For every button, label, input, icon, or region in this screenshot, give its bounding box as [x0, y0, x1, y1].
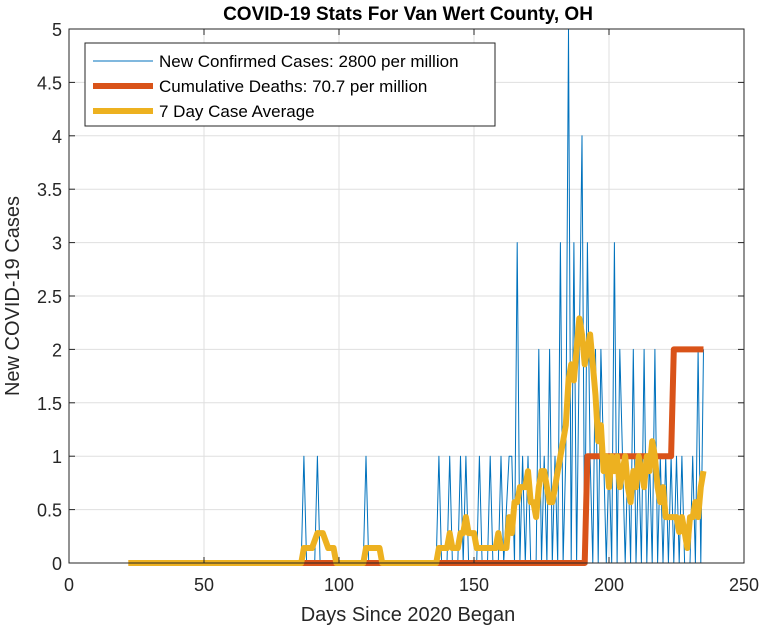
- chart-title: COVID-19 Stats For Van Wert County, OH: [223, 4, 593, 25]
- series-new-confirmed-cases: [128, 28, 704, 564]
- y-tick-label: 2.5: [37, 287, 62, 307]
- y-tick-label: 3: [52, 234, 62, 254]
- legend-box: [84, 42, 496, 127]
- series-7-day-average: [128, 315, 707, 566]
- x-axis-label: Days Since 2020 Began: [301, 604, 516, 626]
- legend-label-cumulative-deaths: Cumulative Deaths: 70.7 per million: [159, 77, 427, 96]
- legend-label-7-day-average: 7 Day Case Average: [159, 102, 315, 121]
- legend-label-new-cases: New Confirmed Cases: 2800 per million: [159, 52, 459, 71]
- y-tick-label: 1: [52, 447, 62, 467]
- x-tick-label: 150: [459, 575, 489, 595]
- legend: New Confirmed Cases: 2800 per million Cu…: [84, 42, 496, 127]
- x-tick-label: 200: [594, 575, 624, 595]
- y-axis-label: New COVID-19 Cases: [2, 196, 24, 396]
- y-tick-label: 3.5: [37, 180, 62, 200]
- x-tick-label: 0: [64, 575, 74, 595]
- y-tick-label: 4: [52, 127, 62, 147]
- y-axis-ticks: 0 0.5 1 1.5 2 2.5 3 3.5 4 4.5 5: [37, 20, 744, 574]
- x-tick-label: 50: [194, 575, 214, 595]
- y-tick-label: 1.5: [37, 394, 62, 414]
- x-axis-ticks: 0 50 100 150 200 250: [64, 29, 759, 595]
- y-tick-label: 0.5: [37, 501, 62, 521]
- y-tick-label: 5: [52, 20, 62, 40]
- x-tick-label: 250: [729, 575, 759, 595]
- y-tick-label: 2: [52, 340, 62, 360]
- y-tick-label: 4.5: [37, 73, 62, 93]
- x-tick-label: 100: [324, 575, 354, 595]
- y-tick-label: 0: [52, 554, 62, 574]
